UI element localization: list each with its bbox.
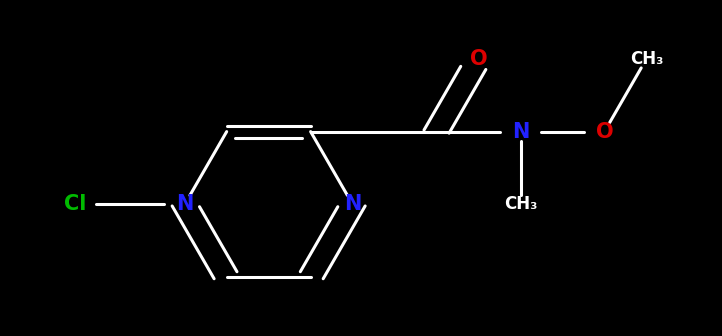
Text: N: N bbox=[176, 195, 193, 214]
Text: CH₃: CH₃ bbox=[630, 50, 663, 68]
Text: N: N bbox=[512, 122, 529, 141]
Text: N: N bbox=[344, 195, 361, 214]
Text: O: O bbox=[596, 122, 613, 141]
Text: CH₃: CH₃ bbox=[504, 196, 537, 213]
Text: Cl: Cl bbox=[64, 195, 87, 214]
Text: O: O bbox=[470, 49, 487, 69]
